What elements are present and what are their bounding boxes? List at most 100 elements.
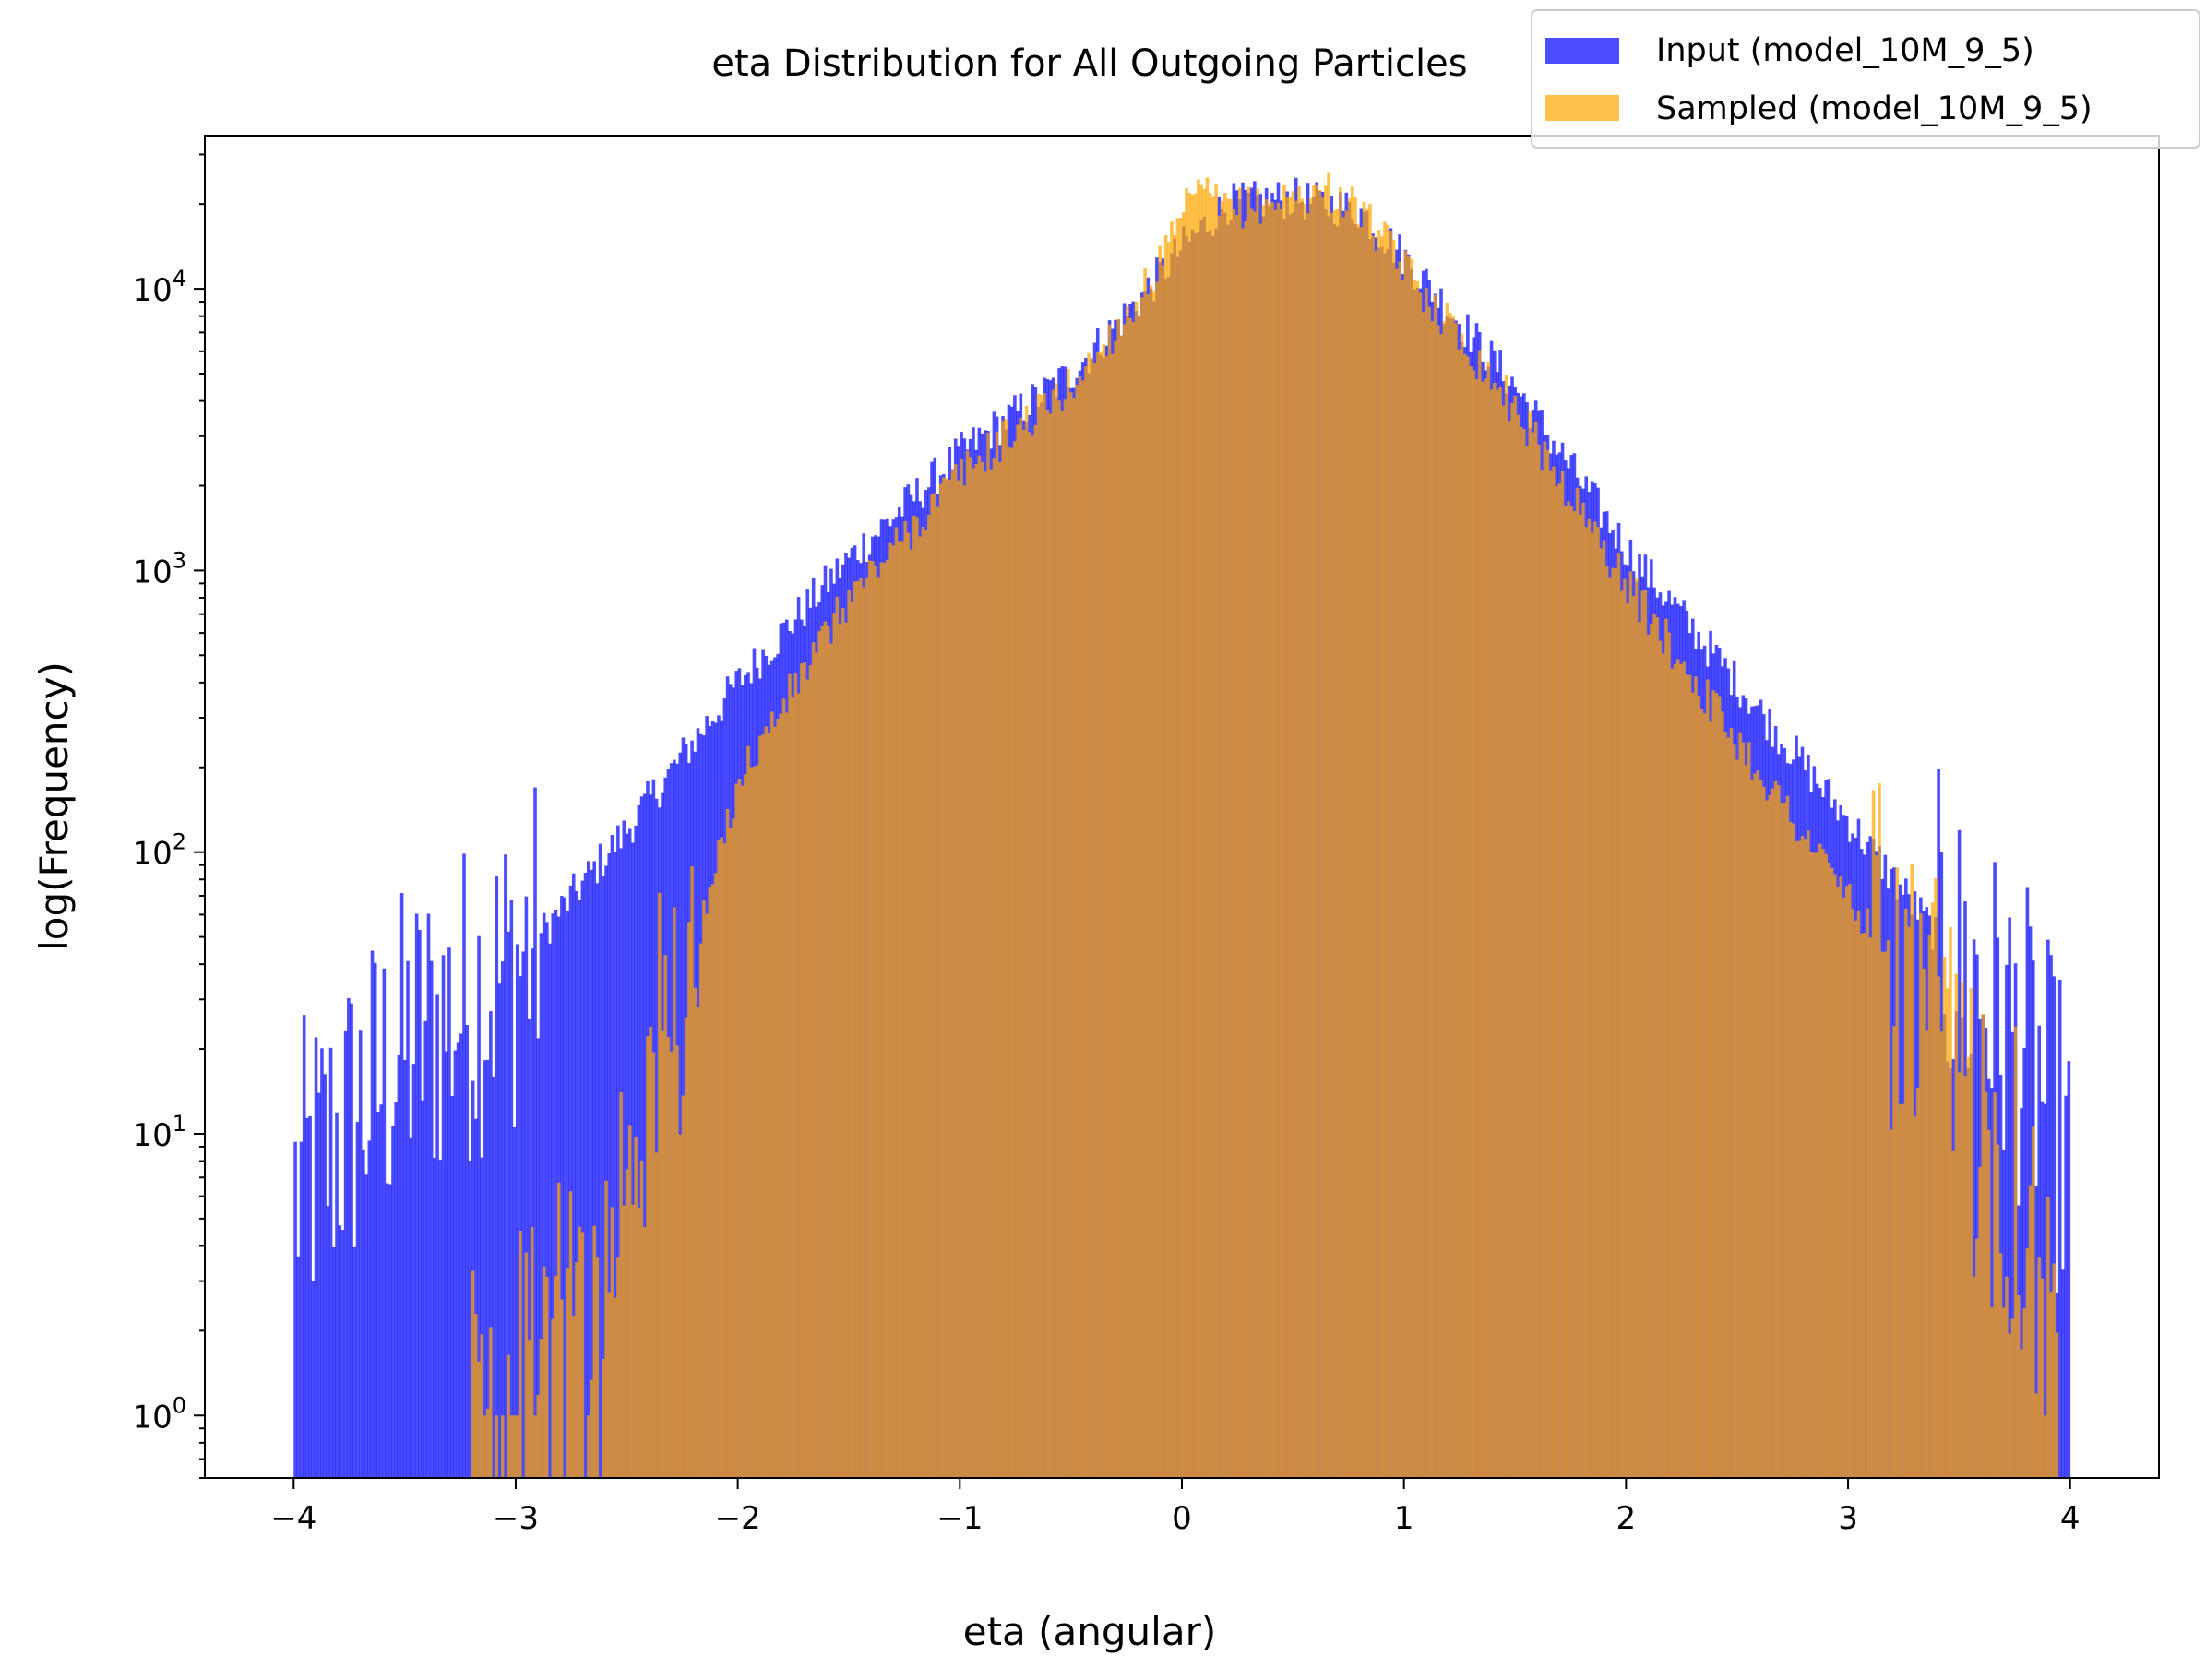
histogram-bar [411,1064,416,1478]
histogram-bar [781,698,786,1478]
histogram-bar [1709,721,1712,1478]
histogram-bar [296,1256,301,1478]
histogram-bar [642,793,647,1478]
histogram-bar [554,909,558,1478]
histogram-bar [1528,411,1532,1479]
histogram-bar [835,596,840,1478]
histogram-bar [1702,713,1707,1478]
histogram-bar [1131,322,1136,1478]
histogram-bar [1501,405,1506,1478]
histogram-bar [586,861,590,1478]
series-1-bars [471,172,2059,1479]
histogram-bar [500,961,505,1478]
histogram-bar [627,1125,632,1478]
histogram-bar [592,1225,596,1478]
histogram-bar [320,1048,324,1478]
histogram-bar [921,526,925,1479]
histogram-bar [1090,358,1094,1478]
histogram-bar [2022,1047,2026,1478]
histogram-bar [734,783,739,1478]
histogram-bar [2034,1186,2038,1478]
histogram-bar [607,1292,612,1478]
histogram-bar [1759,780,1763,1478]
x-tick-label: −3 [493,1500,539,1537]
histogram-bar [578,900,581,1478]
histogram-bar [1374,251,1378,1478]
histogram-bar [474,1313,478,1478]
histogram-bar [1972,939,1976,1478]
histogram-bar [1104,355,1109,1479]
histogram-bar [1738,732,1742,1478]
histogram-bar [580,880,585,1478]
histogram-bar [698,943,703,1478]
histogram-bar [554,1275,558,1478]
histogram-bar [773,726,777,1478]
histogram-bar [850,602,854,1478]
histogram-bar [1990,1307,1994,1478]
histogram-bar [1780,803,1783,1478]
histogram-bar [1975,1238,1979,1478]
histogram-bar [906,532,911,1478]
histogram-bar [1439,334,1443,1478]
histogram-bar [1445,303,1449,1478]
histogram-bar [602,1358,605,1478]
histogram-bar [758,735,762,1478]
histogram-bar [1540,470,1544,1478]
histogram-bar [1818,843,1822,1478]
histogram-bar [1531,432,1535,1478]
histogram-bar [1457,349,1461,1478]
histogram-bar [477,935,481,1478]
histogram-bar [744,774,747,1478]
histogram-bar [684,1017,688,1478]
histogram-bar [1389,230,1393,1479]
histogram-bar [654,798,659,1478]
histogram-bar [433,1158,436,1478]
histogram-bar [725,808,730,1478]
histogram-bar [2020,1349,2023,1478]
histogram-bar [1099,351,1103,1478]
histogram-bar [1795,840,1798,1478]
histogram-bar [1092,363,1097,1478]
histogram-bar [370,950,375,1478]
histogram-bar [492,1076,495,1478]
histogram-bar [542,1266,546,1478]
histogram-bar [1353,196,1357,1478]
histogram-bar [953,464,958,1479]
histogram-bar [1854,920,1858,1478]
histogram-bar [1815,852,1819,1478]
histogram-bar [465,1025,470,1478]
histogram-bar [1685,674,1689,1478]
histogram-bar [1401,280,1405,1479]
histogram-bar [568,885,573,1478]
histogram-bar [566,911,570,1478]
histogram-bar [399,893,404,1478]
histogram-bar [755,765,759,1478]
histogram-bar [1170,221,1174,1479]
histogram-bar [1792,823,1795,1478]
histogram-bar [1859,933,1864,1478]
histogram-bar [1694,676,1698,1478]
histogram-bar [1350,186,1354,1479]
histogram-bar [649,1026,652,1478]
histogram-bar [1596,527,1600,1478]
histogram-bar [1436,325,1440,1479]
histogram-bar [687,922,691,1478]
histogram-bar [2052,976,2057,1478]
histogram-bar [909,549,913,1478]
histogram-bar [1878,783,1881,1478]
histogram-bar [1951,1150,1955,1478]
histogram-bar [1489,389,1494,1478]
histogram-bar [1990,1088,1994,1478]
histogram-bar [1732,744,1736,1478]
histogram-bar [1652,613,1656,1478]
histogram-bar [767,733,771,1478]
histogram-bar [1910,864,1914,1478]
histogram-bar [1833,874,1837,1478]
histogram-bar [1126,305,1129,1479]
histogram-bar [1217,215,1222,1479]
histogram-bar [1484,378,1487,1478]
histogram-bar [293,1141,297,1478]
histogram-bar [1403,250,1408,1478]
histogram-bar [1883,951,1888,1478]
histogram-bar [1771,788,1775,1478]
